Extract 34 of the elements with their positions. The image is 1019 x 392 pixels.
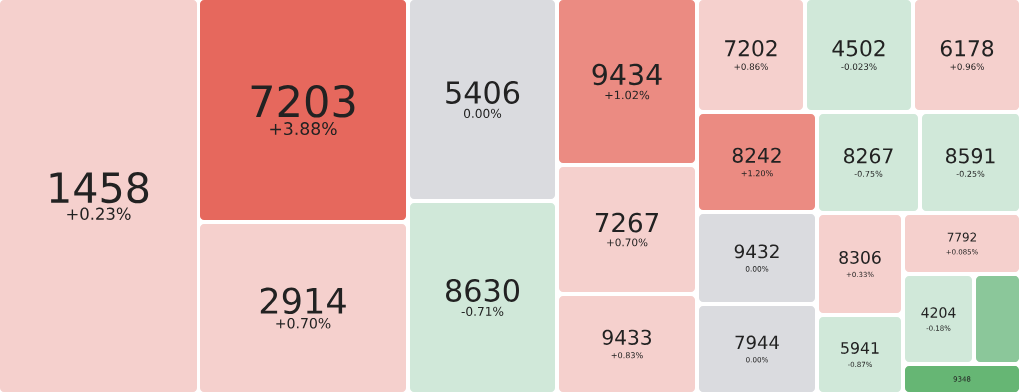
category-label: 8591 — [946, 148, 995, 164]
category-label: 6178 — [940, 40, 994, 57]
data-label: 0.00% — [464, 108, 502, 118]
category-label: 4204 — [921, 307, 956, 318]
category-label: 9433 — [602, 329, 651, 345]
category-label: 5941 — [841, 342, 879, 354]
category-label: 8306 — [839, 250, 881, 264]
data-label: +0.86% — [734, 63, 768, 70]
data-label: +1.02% — [605, 90, 650, 100]
data-label: -0.75% — [854, 170, 883, 177]
category-label: 8267 — [844, 148, 893, 164]
data-label: +0.83% — [611, 352, 643, 359]
data-label: +3.88% — [270, 122, 337, 136]
category-label: 9432 — [734, 244, 779, 259]
data-label: +0.70% — [607, 238, 648, 247]
category-label: 9434 — [592, 63, 662, 86]
category-label: 1458 — [50, 172, 149, 204]
category-label: 8630 — [446, 279, 519, 302]
category-label: 2914 — [260, 287, 346, 315]
category-label: 5406 — [446, 81, 520, 104]
data-label: -0.25% — [956, 170, 985, 177]
data-label: +0.23% — [67, 207, 131, 220]
category-label: 7267 — [595, 212, 658, 233]
data-label: +0.96% — [950, 63, 984, 70]
data-label: +1.20% — [741, 170, 773, 177]
data-label: -0.023% — [841, 63, 877, 70]
category-label: 7202 — [725, 40, 777, 57]
category-label: 7792 — [947, 232, 977, 242]
category-label: 7203 — [251, 84, 355, 118]
data-label: +0.70% — [276, 317, 331, 329]
category-label: 7944 — [735, 335, 779, 350]
category-label: 4502 — [832, 40, 885, 57]
category-label: 8242 — [732, 147, 781, 163]
data-label: -0.71% — [461, 306, 504, 317]
